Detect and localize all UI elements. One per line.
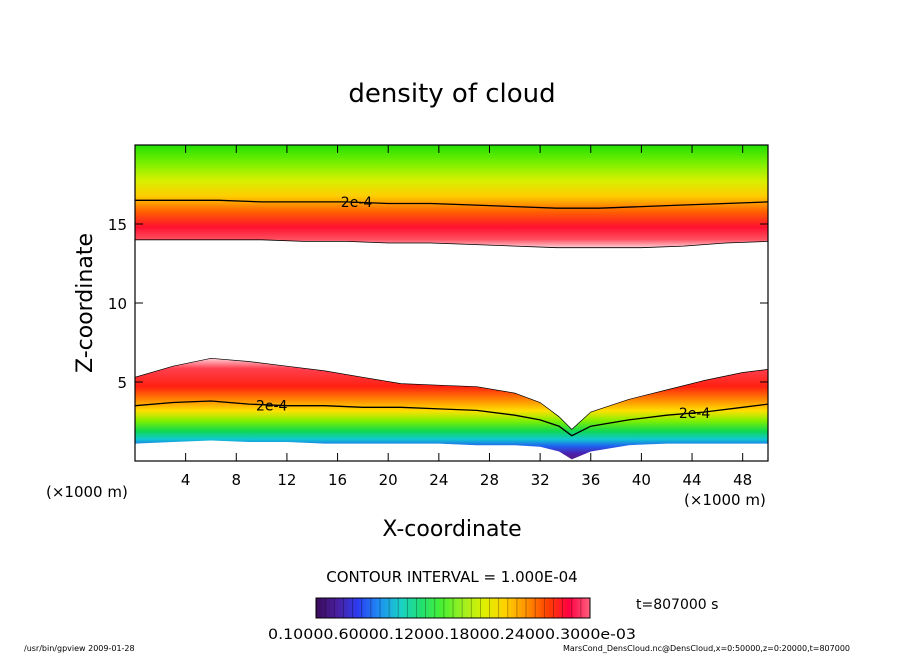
contour-label-lower-right: 2e-4	[679, 406, 711, 422]
lower-contour-line	[135, 400, 768, 437]
plot-area	[135, 145, 768, 460]
x-tick-label: 8	[232, 471, 242, 489]
x-unit-right: (×1000 m)	[684, 491, 766, 509]
colorbar	[315, 597, 591, 619]
contour-label-upper: 2e-4	[341, 195, 373, 211]
x-tick-label: 48	[733, 471, 752, 489]
y-axis-label: Z-coordinate	[73, 233, 98, 373]
footer-source: MarsCond_DensCloud.nc@DensCloud,x=0:5000…	[563, 644, 850, 653]
chart-title: density of cloud	[348, 79, 555, 109]
time-label: t=807000 s	[636, 597, 718, 613]
x-tick-label: 16	[328, 471, 347, 489]
contour-labels: 2e-4 2e-4 2e-4	[256, 195, 711, 422]
colorbar-frame	[315, 597, 591, 619]
upper-contour-line	[135, 199, 768, 209]
x-unit-left: (×1000 m)	[46, 483, 128, 501]
colorbar-labels: 0.10000.60000.12000.18000.24000.3000e-03	[268, 627, 636, 643]
svg-text:2e-4: 2e-4	[679, 406, 711, 422]
x-tick-label: 40	[632, 471, 651, 489]
x-axis-label: X-coordinate	[382, 517, 521, 542]
footer-program: /usr/bin/gpview 2009-01-28	[24, 644, 135, 653]
x-tick-label: 36	[581, 471, 600, 489]
upper-cloud-layer	[135, 145, 768, 248]
y-tick-label: 5	[117, 374, 127, 392]
x-axis-ticks: 4 8 12 16 20 24 28 32 36 40 44 48	[181, 145, 752, 489]
colorbar-ticks	[324, 598, 582, 618]
svg-text:2e-4: 2e-4	[256, 399, 288, 415]
colorbar-fill	[316, 598, 590, 618]
y-tick-label: 15	[108, 216, 127, 234]
x-tick-label: 28	[480, 471, 499, 489]
upper-layer-edge	[135, 239, 768, 249]
x-tick-label: 32	[531, 471, 550, 489]
y-tick-label: 10	[108, 295, 127, 313]
lower-layer-edge	[135, 357, 768, 430]
contour-interval-text: CONTOUR INTERVAL = 1.000E-04	[326, 568, 577, 586]
x-tick-label: 12	[277, 471, 296, 489]
x-tick-label: 44	[682, 471, 701, 489]
x-tick-label: 4	[181, 471, 191, 489]
x-tick-label: 20	[379, 471, 398, 489]
x-tick-label: 24	[429, 471, 448, 489]
svg-text:2e-4: 2e-4	[341, 195, 373, 211]
contour-label-lower-left: 2e-4	[256, 399, 288, 415]
y-axis-ticks: 5 10 15	[108, 216, 768, 392]
